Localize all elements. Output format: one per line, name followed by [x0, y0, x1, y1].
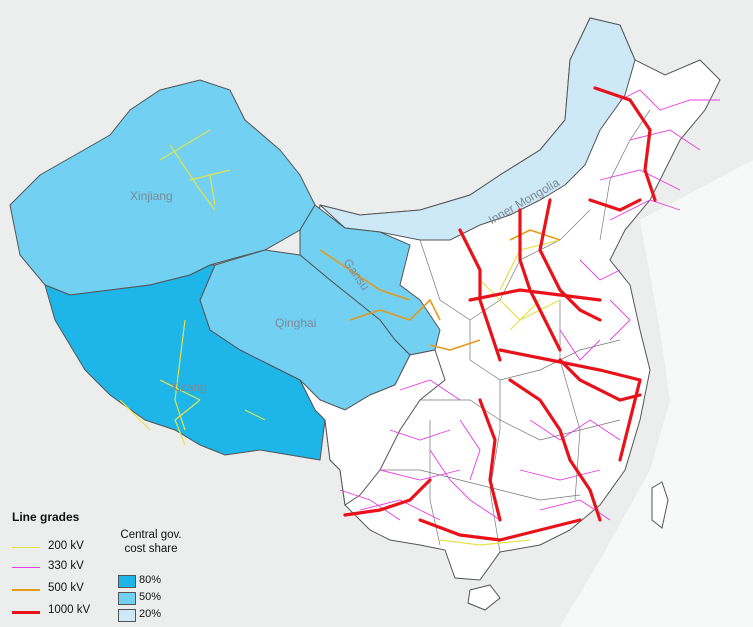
lines-200kv — [119, 129, 561, 546]
legend-item-label: 200 kV — [48, 540, 84, 552]
legend-cost-share-title-line2: cost share — [124, 543, 178, 555]
region-southwest — [299, 349, 446, 506]
legend-cost-share-title-line1: Central gov. — [120, 529, 182, 541]
legend-item-label: 330 kV — [48, 560, 84, 572]
line-1000kv-swatch — [12, 611, 40, 614]
legend-line-grades: Line grades 200 kV 330 kV 500 kV 1000 kV — [6, 510, 114, 622]
island-taiwan — [651, 481, 669, 529]
line-200kv-swatch — [12, 547, 40, 548]
legend-line-grades-title: Line grades — [12, 510, 80, 524]
lines-500kv — [319, 229, 561, 351]
region-xizang — [44, 264, 326, 461]
share-80-swatch — [118, 575, 136, 588]
lines-1000kv — [343, 86, 657, 542]
label-xizang: Xizang — [170, 380, 207, 394]
region-inner-mongolia — [319, 17, 636, 241]
share-20-swatch — [118, 609, 136, 622]
legend-item-label: 500 kV — [48, 582, 84, 594]
line-330kv-swatch — [12, 567, 40, 568]
legend-share-label: 80% — [139, 574, 162, 586]
sea-area — [560, 160, 753, 627]
legend-cost-share: Central gov. cost share 80% 50% 20% — [116, 528, 206, 622]
label-qinghai: Qinghai — [275, 316, 317, 330]
lines-330kv — [339, 89, 720, 521]
label-xinjiang: Xinjiang — [130, 189, 173, 203]
legend-item-label: 1000 kV — [48, 604, 91, 616]
legend-share-label: 50% — [139, 591, 162, 603]
share-50-swatch — [118, 592, 136, 605]
legend-cost-share-title: Central gov. cost share — [116, 528, 186, 556]
island-hainan — [467, 584, 501, 611]
line-500kv-swatch — [12, 589, 40, 591]
legend-share-label: 20% — [139, 608, 162, 620]
